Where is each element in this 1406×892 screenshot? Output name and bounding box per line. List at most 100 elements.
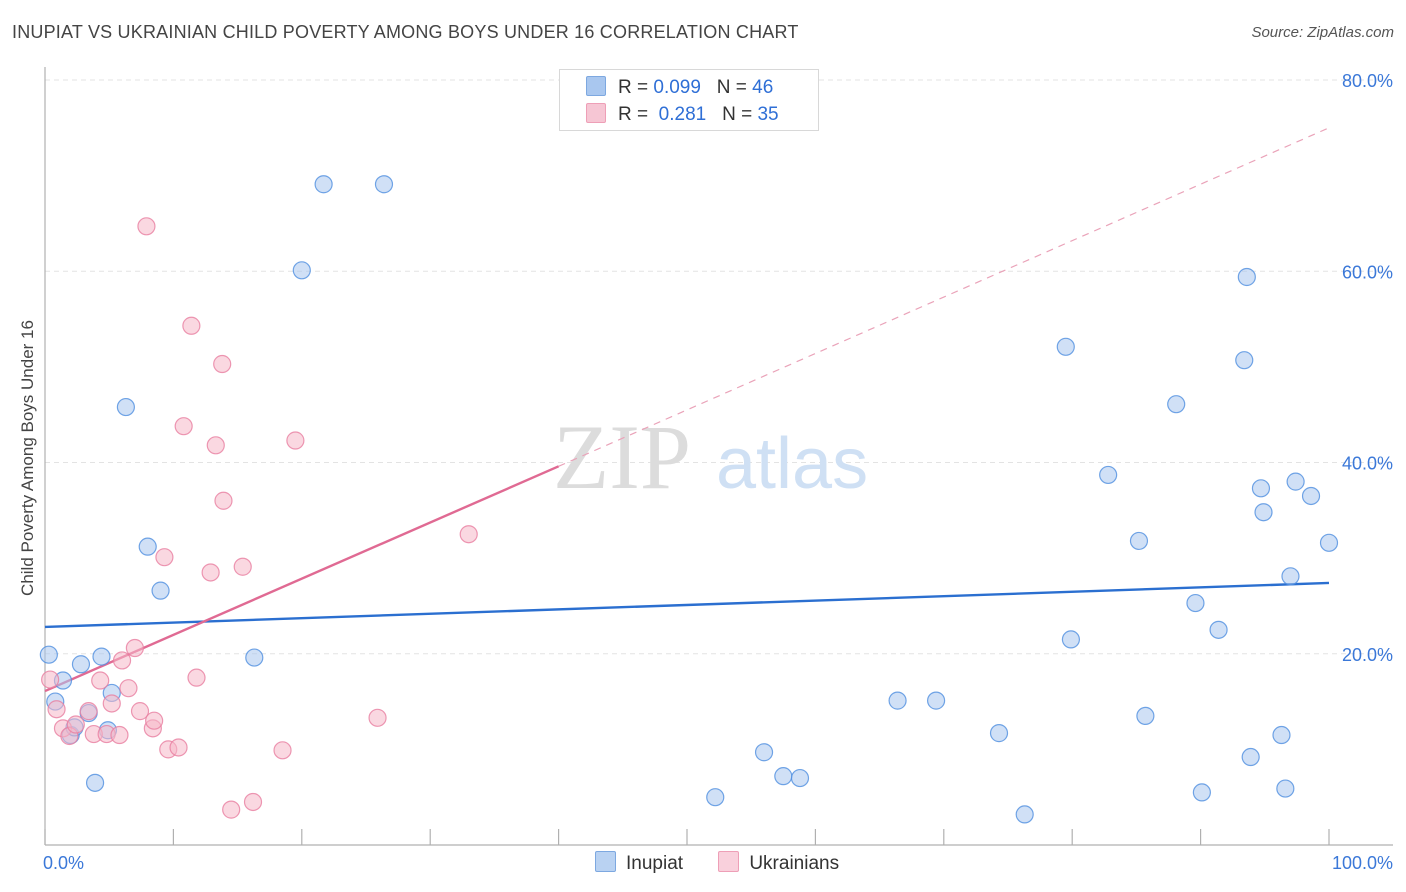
legend-swatch-inupiat — [586, 76, 606, 96]
data-point-inupiat — [1237, 267, 1256, 287]
trend-extension-ukrainians — [558, 127, 1330, 467]
data-point-ukrainians — [112, 651, 132, 670]
data-point-ukrainians — [222, 800, 241, 819]
data-point-inupiat — [926, 691, 946, 710]
y-axis-title: Child Poverty Among Boys Under 16 — [18, 320, 37, 596]
data-point-ukrainians — [243, 792, 263, 812]
legend-swatch-ukrainians — [586, 103, 606, 123]
axis-labels: 20.0% 40.0% 60.0% 80.0% 0.0% 100.0% Child Pove… — [18, 71, 1393, 873]
legend-n-value-ukrainians: 35 — [757, 104, 779, 125]
data-point-ukrainians — [137, 217, 156, 236]
y-tick-label: 80.0% — [1342, 71, 1393, 91]
data-point-ukrainians — [368, 708, 387, 727]
data-point-ukrainians — [206, 436, 225, 455]
data-point-ukrainians — [66, 715, 85, 734]
data-point-inupiat — [314, 175, 333, 194]
data-point-inupiat — [292, 261, 311, 280]
legend-item-inupiat: Inupiat — [595, 851, 683, 875]
data-point-ukrainians — [182, 316, 201, 335]
data-point-ukrainians — [214, 491, 233, 510]
y-tick-label: 40.0% — [1342, 454, 1393, 474]
data-point-inupiat — [1192, 783, 1211, 802]
data-point-inupiat — [138, 537, 157, 556]
legend-label-ukrainians: Ukrainians — [749, 853, 840, 874]
data-point-inupiat — [1319, 533, 1339, 552]
data-point-inupiat — [1286, 472, 1305, 491]
chart-title: INUPIAT VS UKRAINIAN CHILD POVERTY AMONG… — [12, 22, 799, 42]
data-point-inupiat — [1167, 395, 1186, 414]
source-label: Source: ZipAtlas.com — [1251, 24, 1394, 41]
data-point-inupiat — [1281, 567, 1300, 586]
legend-label-inupiat: Inupiat — [626, 853, 684, 874]
legend-n-label: N = — [722, 104, 753, 125]
data-point-ukrainians — [273, 741, 292, 760]
data-point-inupiat — [1251, 479, 1271, 498]
axes — [44, 67, 1393, 846]
data-point-inupiat — [888, 691, 907, 710]
watermark-zip: ZIP — [553, 406, 691, 508]
data-point-inupiat — [1276, 779, 1295, 798]
data-point-ukrainians — [119, 679, 138, 698]
x-tick-label-min: 0.0% — [43, 853, 84, 873]
data-point-ukrainians — [125, 638, 144, 658]
data-point-inupiat — [85, 773, 105, 792]
legend-row-ukrainians: R = 0.281 N = 35 — [586, 103, 779, 127]
legend-r-label: R = — [618, 104, 649, 125]
data-point-inupiat — [989, 724, 1009, 743]
legend-r-label: R = — [618, 77, 649, 98]
stats-legend: R = 0.099 N = 46 R = 0.281 N = 35 — [559, 69, 819, 131]
data-point-inupiat — [1099, 465, 1118, 485]
data-point-inupiat — [39, 645, 58, 664]
data-point-ukrainians — [79, 702, 98, 721]
data-point-inupiat — [374, 175, 394, 194]
data-point-inupiat — [1209, 620, 1228, 639]
data-point-inupiat — [754, 743, 774, 762]
data-point-ukrainians — [213, 354, 232, 374]
data-point-inupiat — [245, 648, 264, 667]
data-point-inupiat — [1056, 337, 1075, 356]
data-points — [39, 175, 1339, 824]
data-point-ukrainians — [187, 668, 206, 687]
watermark-atlas: atlas — [716, 424, 868, 504]
data-point-inupiat — [1301, 486, 1321, 506]
data-point-inupiat — [1186, 593, 1205, 613]
legend-swatch-inupiat — [595, 851, 616, 872]
data-point-ukrainians — [459, 525, 478, 544]
watermark: ZIP atlas — [553, 406, 868, 508]
data-point-inupiat — [790, 768, 810, 788]
data-point-ukrainians — [41, 670, 60, 689]
data-point-inupiat — [151, 581, 170, 600]
data-point-ukrainians — [155, 548, 174, 567]
data-point-ukrainians — [145, 711, 164, 730]
data-point-inupiat — [1235, 351, 1254, 370]
data-point-inupiat — [1015, 805, 1034, 824]
data-point-inupiat — [706, 788, 725, 807]
data-point-inupiat — [1254, 503, 1273, 522]
data-point-inupiat — [1136, 706, 1155, 726]
data-point-ukrainians — [169, 738, 188, 757]
legend-n-value-inupiat: 46 — [752, 77, 774, 98]
legend-row-inupiat: R = 0.099 N = 46 — [586, 76, 773, 100]
data-point-ukrainians — [130, 702, 150, 721]
y-tick-label: 60.0% — [1342, 262, 1393, 282]
data-point-inupiat — [1061, 630, 1081, 649]
data-point-ukrainians — [233, 557, 252, 576]
data-point-inupiat — [774, 767, 793, 786]
series-legend: Inupiat Ukrainians — [595, 851, 869, 875]
legend-item-ukrainians: Ukrainians — [718, 851, 839, 875]
data-point-ukrainians — [47, 700, 66, 719]
trend-line-inupiat — [44, 581, 1330, 629]
data-point-inupiat — [1129, 531, 1149, 551]
data-point-inupiat — [116, 397, 135, 417]
data-point-ukrainians — [91, 671, 110, 690]
data-point-inupiat — [1241, 747, 1260, 767]
legend-r-value-inupiat: 0.099 — [653, 77, 701, 98]
data-point-ukrainians — [286, 431, 305, 450]
data-point-ukrainians — [174, 417, 193, 436]
data-point-ukrainians — [110, 725, 129, 745]
data-point-ukrainians — [102, 694, 121, 713]
x-tick-label-max: 100.0% — [1332, 853, 1393, 873]
data-point-ukrainians — [201, 563, 220, 582]
legend-n-label: N = — [716, 77, 747, 98]
